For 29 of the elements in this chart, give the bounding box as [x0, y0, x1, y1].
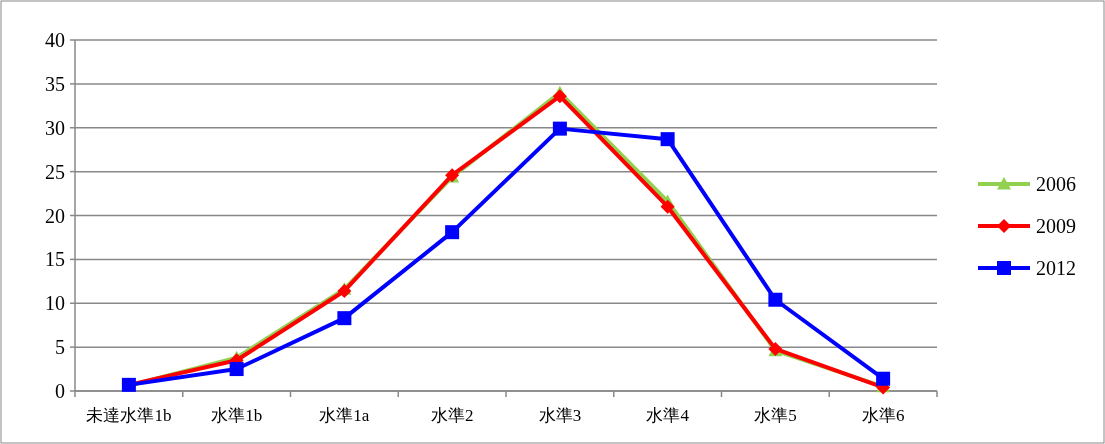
point: [337, 311, 352, 326]
point: [660, 199, 675, 214]
point: [660, 132, 675, 147]
x-tick-label: 未達水準1b: [86, 406, 172, 425]
point: [768, 292, 783, 307]
x-tick-label: 水準1a: [319, 406, 370, 425]
x-tick-label: 水準6: [861, 406, 905, 425]
y-tick-label: 40: [45, 29, 65, 51]
point: [229, 362, 244, 377]
point: [445, 225, 460, 240]
y-tick-label: 0: [55, 380, 65, 402]
y-tick-label: 15: [45, 248, 65, 271]
y-tick-label: 5: [55, 336, 65, 359]
legend-label: 2009: [1036, 215, 1076, 237]
y-tick-label: 30: [45, 116, 65, 139]
y-tick-label: 20: [45, 204, 65, 227]
point: [552, 121, 567, 136]
point: [552, 89, 567, 104]
y-tick-label: 25: [45, 160, 65, 183]
x-tick-label: 水準2: [430, 406, 474, 425]
point: [876, 371, 891, 386]
x-tick-label: 水準5: [754, 406, 797, 425]
x-tick-label: 水準3: [538, 406, 582, 425]
legend-label: 2006: [1036, 173, 1076, 195]
y-tick-label: 10: [45, 292, 65, 315]
x-tick-label: 水準1b: [211, 406, 263, 425]
x-tick-label: 水準4: [646, 406, 690, 425]
y-tick-label: 35: [45, 72, 65, 95]
legend-label: 2012: [1036, 257, 1076, 279]
